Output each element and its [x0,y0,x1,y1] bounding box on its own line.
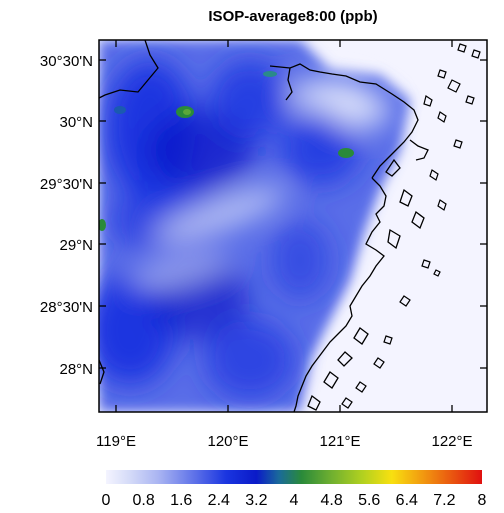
colorbar-gradient [106,470,482,484]
lon-tick-label: 119°E [96,433,136,450]
colorbar-label: 1.6 [170,492,192,509]
lat-tick-label: 28°N [59,361,93,378]
lon-tick-label: 120°E [207,433,248,450]
colorbar-label: 3.2 [245,492,267,509]
lat-tick-label: 28°30'N [40,299,93,316]
colorbar-label: 8 [478,492,487,509]
colorbar-label: 0.8 [132,492,154,509]
concentration-field [99,40,487,412]
longitude-axis [115,40,453,412]
colorbar-label: 0 [102,492,111,509]
latitude-axis [99,59,487,369]
colorbar-label: 5.6 [358,492,380,509]
colorbar: 0 0.8 1.6 2.4 3.2 4 4.8 5.6 6.4 7.2 8 [102,470,487,509]
lat-tick-label: 29°N [59,237,93,254]
lat-tick-label: 30°N [59,114,93,131]
map-title: ISOP-average8:00 (ppb) [208,8,378,25]
latitude-tick-labels: 30°30'N 30°N 29°30'N 29°N 28°30'N 28°N [40,53,93,378]
lat-tick-label: 29°30'N [40,176,93,193]
islands [341,43,481,409]
colorbar-label: 7.2 [433,492,455,509]
lon-tick-label: 121°E [319,433,360,450]
map-frame [98,39,488,413]
lat-tick-label: 30°30'N [40,53,93,70]
colorbar-label: 6.4 [396,492,418,509]
colorbar-label: 2.4 [208,492,230,509]
longitude-tick-labels: 119°E 120°E 121°E 122°E [96,433,472,450]
coastline [99,40,429,412]
colorbar-label: 4 [290,492,299,509]
colorbar-labels: 0 0.8 1.6 2.4 3.2 4 4.8 5.6 6.4 7.2 8 [102,492,487,509]
lon-tick-label: 122°E [431,433,472,450]
colorbar-label: 4.8 [320,492,342,509]
